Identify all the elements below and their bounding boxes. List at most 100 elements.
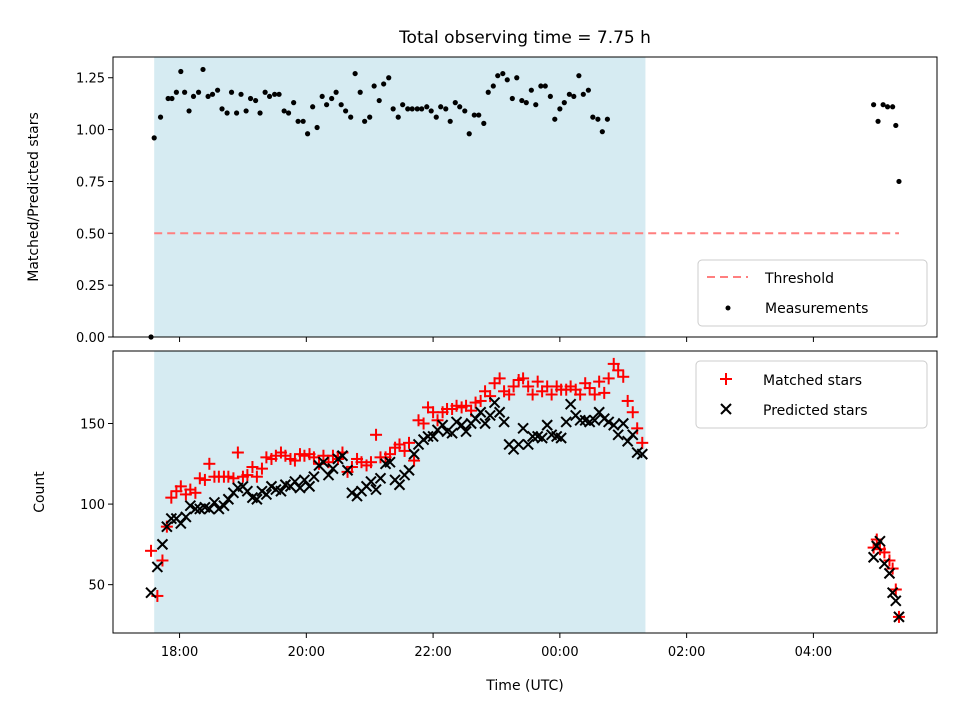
- count-axes-frame: [112, 350, 938, 634]
- matched-point: [227, 472, 240, 485]
- predicted-point: [555, 432, 567, 444]
- matched-point: [370, 428, 383, 441]
- measurement-point: [528, 87, 534, 93]
- matched-point: [574, 388, 587, 401]
- measurement-point: [390, 106, 396, 112]
- measurement-point: [165, 95, 171, 102]
- predicted-point: [422, 430, 434, 443]
- count-legend: Matched stars Predicted stars: [695, 360, 928, 429]
- matched-point: [598, 386, 611, 399]
- measurement-point: [433, 114, 439, 120]
- predicted-point: [161, 520, 173, 533]
- predicted-point: [303, 480, 316, 493]
- measurement-point: [395, 114, 401, 120]
- predicted-point: [479, 417, 491, 430]
- measurement-point: [590, 114, 596, 120]
- matched-point: [531, 375, 544, 388]
- measurement-point: [428, 108, 434, 114]
- matched-point: [193, 472, 206, 485]
- measurement-point: [495, 73, 501, 79]
- predicted-point: [327, 462, 339, 475]
- predicted-point: [636, 448, 648, 460]
- measurement-point: [234, 110, 240, 116]
- measurement-point: [333, 89, 339, 95]
- count-legend-box: [695, 360, 928, 429]
- predicted-point: [564, 398, 577, 410]
- matched-legend-label: Matched stars: [763, 373, 862, 389]
- measurement-point: [190, 93, 197, 100]
- predicted-point: [488, 396, 501, 409]
- predicted-point: [602, 416, 615, 428]
- measurement-point: [209, 91, 216, 97]
- measurement-point: [291, 100, 297, 106]
- count-x-ticks: 18:00 20:00 22:00 00:00 02:00 04:00: [161, 633, 832, 660]
- measurement-point: [224, 110, 230, 116]
- measurement-point: [310, 104, 316, 110]
- measurement-point: [182, 89, 188, 95]
- measurement-point: [452, 100, 458, 106]
- threshold-legend-label: Threshold: [764, 271, 834, 287]
- predicted-point: [260, 488, 273, 501]
- measurement-point: [205, 93, 211, 100]
- ratio-x-ticks: [179, 337, 814, 342]
- measurement-point: [414, 106, 420, 112]
- measurement-point: [178, 68, 184, 75]
- x-tick-label: 02:00: [668, 645, 705, 660]
- predicted-legend-label: Predicted stars: [763, 403, 868, 419]
- measurement-point: [557, 106, 563, 112]
- matched-point: [607, 357, 620, 370]
- predicted-point: [541, 419, 553, 431]
- measurement-points: [148, 66, 902, 340]
- matched-point: [621, 394, 634, 407]
- measurements-legend-swatch: [725, 305, 731, 311]
- matched-point: [241, 469, 254, 482]
- ratio-y-ticks: 0.00 0.25 0.50 0.75 1.00 1.25: [76, 72, 113, 346]
- matched-point: [198, 473, 211, 486]
- measurement-point: [604, 116, 611, 122]
- predicted-point: [450, 416, 463, 428]
- matched-point: [203, 457, 216, 470]
- measurement-point: [257, 110, 263, 116]
- measurement-point: [266, 93, 273, 100]
- matched-point: [503, 388, 516, 401]
- predicted-point: [517, 422, 529, 435]
- ratio-legend: Threshold Measurements: [697, 259, 928, 327]
- measurement-point: [519, 97, 525, 104]
- predicted-point: [189, 503, 202, 515]
- matched-point: [298, 449, 311, 462]
- predicted-point: [156, 538, 169, 551]
- measurement-point: [509, 95, 515, 102]
- measurement-point: [514, 75, 520, 81]
- predicted-point: [251, 493, 263, 505]
- matched-point: [517, 372, 530, 385]
- measurement-point: [295, 118, 301, 124]
- predicted-point: [365, 475, 377, 488]
- predicted-point: [893, 611, 905, 623]
- measurement-point: [466, 131, 472, 137]
- predicted-point: [308, 470, 320, 483]
- matched-point: [883, 554, 896, 567]
- matched-point: [189, 486, 202, 499]
- matched-point: [602, 372, 615, 385]
- measurement-point: [400, 102, 406, 108]
- measurement-point: [476, 112, 482, 118]
- measurement-point: [319, 93, 325, 100]
- matched-point: [250, 470, 263, 483]
- measurement-point: [547, 93, 553, 100]
- measurement-point: [419, 106, 425, 112]
- measurement-point: [352, 70, 358, 77]
- measurement-point: [580, 91, 586, 97]
- matched-point: [612, 364, 625, 377]
- measurement-point: [576, 73, 582, 79]
- measurement-point: [871, 102, 877, 108]
- measurement-point: [253, 97, 259, 104]
- matched-point: [526, 388, 539, 401]
- matched-point: [507, 380, 520, 393]
- predicted-point: [890, 595, 902, 607]
- predicted-point: [213, 503, 225, 515]
- predicted-point: [574, 414, 586, 426]
- measurement-point: [896, 178, 902, 185]
- predicted-point: [560, 416, 572, 428]
- predicted-point: [151, 561, 164, 573]
- matched-point: [364, 456, 377, 469]
